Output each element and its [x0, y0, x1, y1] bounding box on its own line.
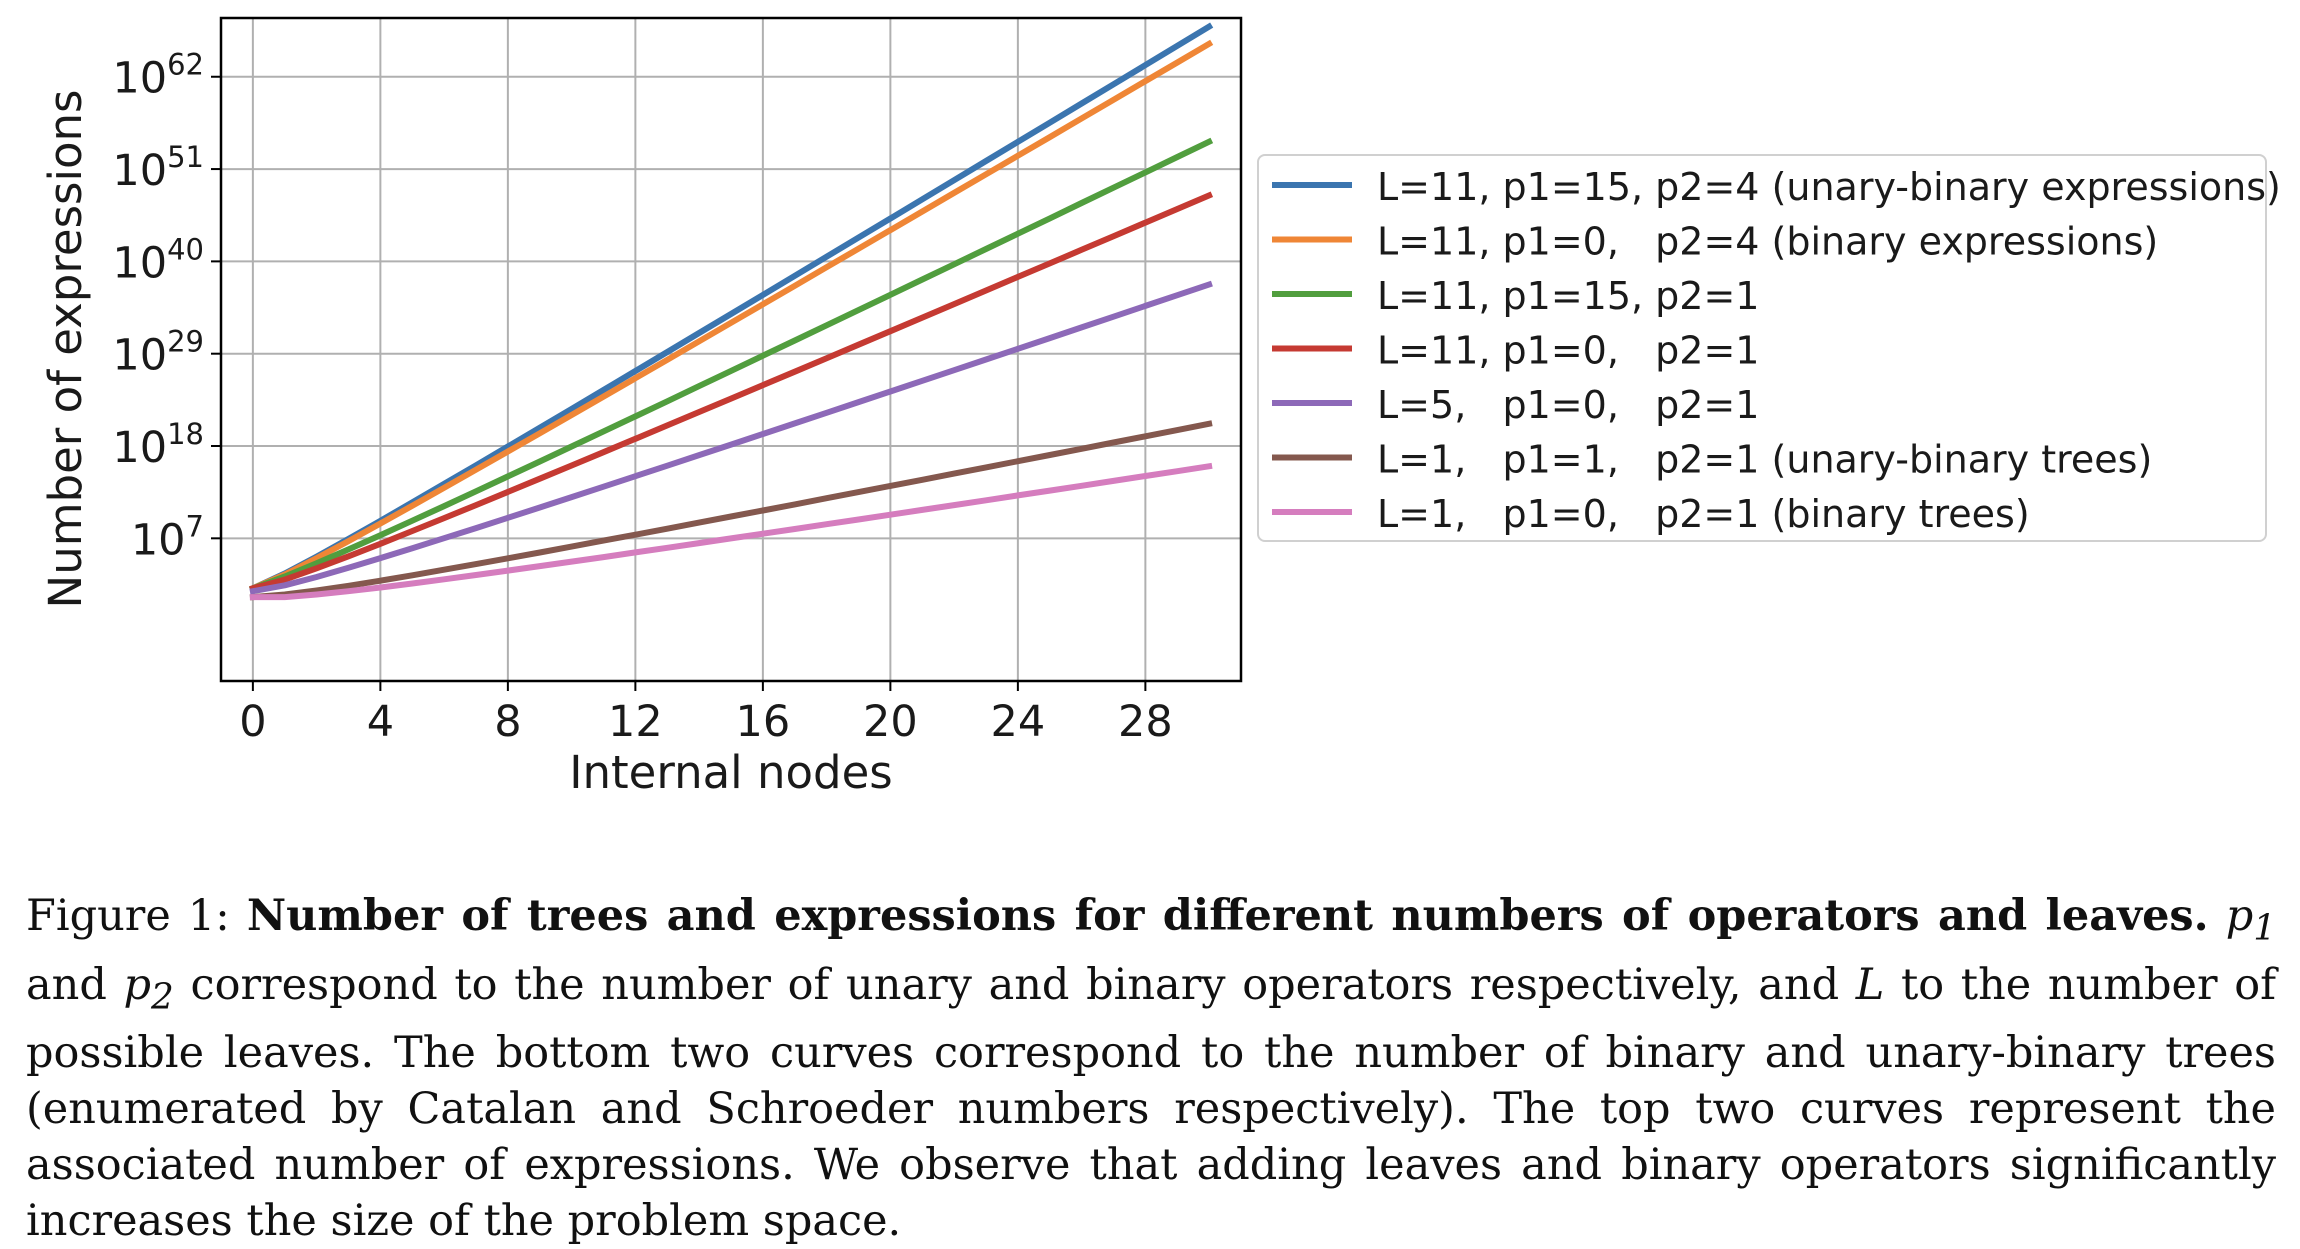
series-line-2 — [248, 39, 1214, 593]
y-tick-label: 1051 — [112, 140, 204, 196]
y-tick-label: 1029 — [112, 325, 204, 381]
x-tick-label: 28 — [1118, 697, 1173, 747]
legend-label-7: L=1, p1=0, p2=1 (binary trees) — [1377, 492, 2030, 536]
x-tick-label: 16 — [736, 697, 791, 747]
x-tick-label: 8 — [494, 697, 521, 747]
series-line-7 — [249, 462, 1213, 601]
expression-count-chart: 0 4 8 12 16 20 24 28 1062 1051 1040 1029 1018 107 In… — [39, 16, 2281, 799]
y-axis-ticks: 1062 1051 1040 1029 1018 107 — [112, 48, 221, 565]
legend-label-4: L=11, p1=0, p2=1 — [1377, 329, 1759, 373]
legend-box — [1257, 154, 2267, 542]
caption-title: Number of trees and expressions for diff… — [246, 891, 2209, 941]
x-axis-ticks: 0 4 8 12 16 20 24 28 — [239, 681, 1173, 747]
series-line-4 — [249, 191, 1214, 592]
caption-p1: p1 — [2225, 891, 2277, 949]
y-tick-label: 1018 — [112, 417, 204, 473]
caption-label: Figure 1: — [26, 891, 230, 941]
x-tick-label: 0 — [239, 697, 266, 747]
series-line-5 — [249, 280, 1213, 595]
legend-label-5: L=5, p1=0, p2=1 — [1377, 383, 1759, 427]
caption-and: and — [26, 959, 107, 1010]
legend-label-2: L=11, p1=0, p2=4 (binary expressions) — [1377, 220, 2158, 264]
legend: L=11, p1=15, p2=4 (unary-binary expressi… — [1257, 154, 2281, 542]
legend-label-3: L=11, p1=15, p2=1 — [1377, 274, 1760, 318]
x-axis-label: Internal nodes — [569, 746, 892, 799]
y-tick-label: 107 — [131, 509, 204, 565]
caption-text-1: correspond to the number of unary and bi… — [190, 959, 1840, 1010]
plot-frame — [219, 16, 1243, 683]
legend-label-6: L=1, p1=1, p2=1 (unary-binary trees) — [1377, 438, 2152, 482]
y-tick-label: 1040 — [112, 232, 204, 288]
series-line-6 — [249, 420, 1213, 601]
x-tick-label: 4 — [367, 697, 394, 747]
series-line-3 — [249, 137, 1214, 593]
series-line-1 — [248, 22, 1214, 593]
y-axis-label: Number of expressions — [39, 90, 92, 609]
x-tick-label: 20 — [863, 697, 918, 747]
x-tick-label: 24 — [991, 697, 1046, 747]
figure-caption: Figure 1: Number of trees and expression… — [26, 888, 2276, 1249]
curves — [248, 22, 1214, 601]
caption-L: L — [1855, 959, 1885, 1010]
x-tick-label: 12 — [608, 697, 663, 747]
caption-p2: p2 — [123, 959, 174, 1018]
legend-label-1: L=11, p1=15, p2=4 (unary-binary expressi… — [1377, 165, 2281, 209]
y-tick-label: 1062 — [112, 48, 204, 104]
